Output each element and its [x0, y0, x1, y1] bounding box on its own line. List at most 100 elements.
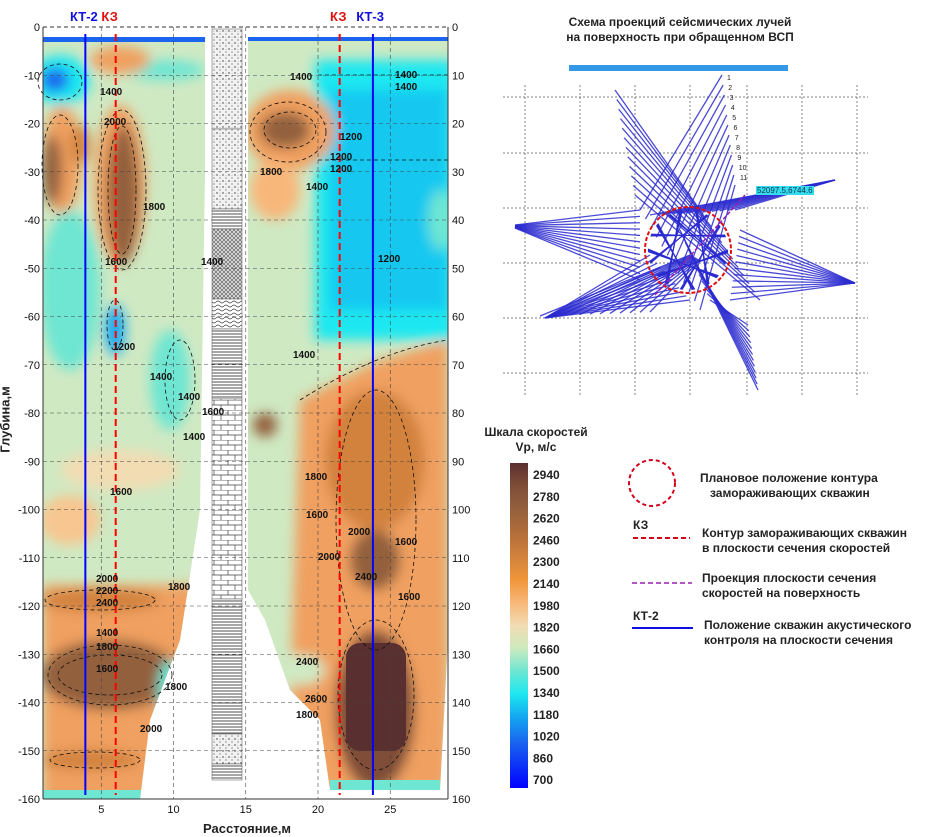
- y-tick-label-right: 150: [452, 746, 470, 758]
- ray-number-label: 5: [732, 115, 736, 122]
- y-tick-label-right: 100: [452, 505, 470, 517]
- seismic-ray: [644, 84, 724, 220]
- y-tick-label: 0: [34, 22, 40, 34]
- colorbar-tick-label: 1180: [533, 708, 559, 722]
- contour-label: 2000: [318, 552, 341, 563]
- contour-labels: 1400140014001400120020001200120018001400…: [96, 70, 421, 735]
- scheme-title-line2: на поверхность при обращенном ВСП: [566, 30, 794, 44]
- y-tick-label: -110: [19, 553, 40, 565]
- y-tick-label: -20: [24, 119, 40, 131]
- contour-label: 1800: [296, 710, 319, 721]
- contour-label: 1200: [330, 164, 353, 175]
- contour-lines: [37, 63, 449, 771]
- contour-label: 1400: [183, 432, 206, 443]
- ray-number-label: 3: [730, 95, 734, 102]
- label-kz-right-top: КЗ: [330, 9, 347, 24]
- seismic-ray: [735, 261, 856, 284]
- seismic-ray: [514, 225, 641, 237]
- seismic-ray: [514, 227, 641, 275]
- right-section-field: [248, 37, 448, 790]
- ray-number-label: 9: [737, 155, 741, 162]
- contour-label: 1600: [105, 257, 128, 268]
- colorbar-tick-label: 1500: [533, 664, 560, 678]
- colorbar-tick-label: 2940: [533, 468, 560, 482]
- seismic-ray: [665, 210, 683, 284]
- ray-number-label: 1: [727, 75, 731, 82]
- colorbar-unit: Vp, м/с: [515, 440, 557, 454]
- legend-kz-text-1: Контур замораживающих скважин: [702, 526, 908, 540]
- seismic-ray: [732, 280, 856, 284]
- seismic-ray: [569, 255, 694, 316]
- seismic-ray: [734, 267, 856, 284]
- grid-lines: [43, 27, 448, 799]
- y-tick-label: -70: [24, 360, 40, 372]
- seismic-ray: [621, 127, 723, 244]
- seismic-ray: [647, 248, 717, 279]
- ray-number-label: 6: [734, 125, 738, 132]
- legend-projection-text-2: скоростей на поверхность: [702, 586, 861, 600]
- seismic-ray: [619, 258, 698, 314]
- y-tick-label: -60: [24, 312, 40, 324]
- contour-label: 1600: [202, 407, 225, 418]
- contour-label: 1600: [96, 664, 119, 675]
- x-tick-label: 5: [98, 804, 104, 816]
- contour-label: 2000: [96, 574, 119, 585]
- seismic-ray: [739, 229, 856, 284]
- y-tick-label-right: 110: [452, 553, 470, 565]
- contour-label: 1400: [178, 392, 201, 403]
- seismic-ray: [616, 99, 706, 219]
- legend-circle-text-1: Плановое положение контура: [700, 471, 878, 485]
- y-tick-label-right: 120: [452, 601, 470, 613]
- legend-kz-label: КЗ: [633, 518, 649, 532]
- seismic-ray: [733, 273, 856, 284]
- contour-label: 2200: [96, 586, 119, 597]
- y-tick-label: -150: [18, 746, 40, 758]
- section-projection-line: [654, 194, 746, 296]
- ray-projection-scheme: 1 2 3 4 5 6 7 8 9 10 11: [503, 65, 868, 395]
- colorbar-tick-label: 2140: [533, 577, 560, 591]
- seismic-ray: [625, 146, 734, 260]
- colorbar-tick-label: 2460: [533, 533, 560, 547]
- y-tick-label-right: 60: [452, 312, 464, 324]
- contour-label: 1600: [398, 592, 421, 603]
- colorbar-tick-label: 1980: [533, 599, 560, 613]
- seismic-ray: [514, 225, 641, 230]
- legend-projection-text-1: Проекция плоскости сечения: [702, 571, 877, 585]
- contour-label: 1600: [395, 537, 418, 548]
- contour-label: 1400: [150, 372, 173, 383]
- x-tick-label: 25: [384, 804, 396, 816]
- freezing-contour-circle: [644, 206, 732, 294]
- x-axis-title: Расстояние,м: [203, 821, 292, 836]
- scheme-coordinate-label: 52097.5,6744.6: [756, 186, 814, 195]
- seismic-ray: [737, 248, 856, 284]
- colorbar: [510, 463, 528, 788]
- ray-number-label: 2: [728, 85, 732, 92]
- seismic-ray: [619, 118, 717, 235]
- contour-label: 1400: [395, 70, 418, 81]
- seismic-ray: [514, 226, 641, 262]
- surface-bar: [569, 65, 788, 71]
- contour-label: 1400: [96, 628, 119, 639]
- seismic-ray: [514, 225, 641, 243]
- contour-label: 1800: [96, 642, 119, 653]
- seismic-ray: [738, 235, 856, 284]
- y-tick-label: -160: [18, 794, 40, 806]
- legend-kz-text-2: в плоскости сечения скоростей: [702, 541, 891, 555]
- y-tick-label: -120: [18, 601, 40, 613]
- contour-label: 1800: [305, 472, 328, 483]
- seismic-ray: [514, 209, 641, 226]
- colorbar-tick-label: 1660: [533, 642, 560, 656]
- seismic-ray: [514, 225, 641, 249]
- contour-label: 2400: [355, 572, 378, 583]
- x-tick-label: 20: [312, 804, 324, 816]
- y-tick-label-right: 50: [452, 263, 464, 275]
- y-tick-label-right: 140: [452, 698, 470, 710]
- legend-kt-text-2: контроля на плоскости сечения: [704, 633, 894, 647]
- seismic-ray: [544, 291, 683, 319]
- y-axis-title: Глубина,м: [0, 386, 13, 453]
- y-tick-label-right: 40: [452, 215, 464, 227]
- ray-number-label: 10: [739, 165, 747, 172]
- label-kt3-top: КТ-3: [356, 9, 384, 24]
- seismic-ray: [589, 256, 695, 315]
- contour-label: 1800: [260, 167, 283, 178]
